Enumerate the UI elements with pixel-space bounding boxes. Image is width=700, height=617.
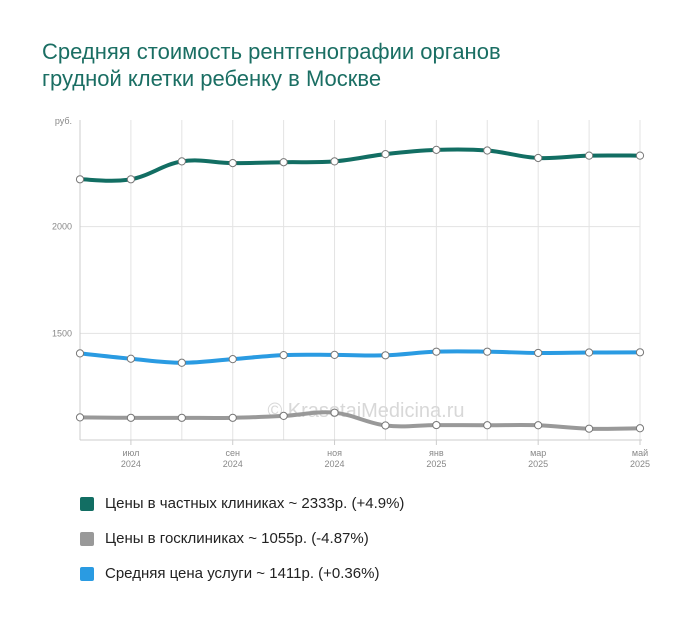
data-point-average[interactable] bbox=[228, 355, 237, 364]
x-tick-month: ноя bbox=[327, 448, 342, 458]
data-point-private[interactable] bbox=[483, 146, 492, 155]
data-point-average[interactable] bbox=[381, 351, 390, 360]
data-point-private[interactable] bbox=[177, 157, 186, 166]
grid bbox=[79, 120, 641, 440]
data-point-private[interactable] bbox=[279, 158, 288, 167]
data-point-private[interactable] bbox=[381, 150, 390, 159]
series-line-private bbox=[78, 147, 642, 183]
axes: руб. 20001500июл2024сен2024ноя2024янв202… bbox=[52, 116, 650, 469]
data-point-average[interactable] bbox=[75, 349, 85, 358]
y-unit-label: руб. bbox=[55, 116, 72, 126]
data-point-average[interactable] bbox=[330, 350, 339, 359]
legend-item-average[interactable]: Средняя цена услуги ~ 1411р. (+0.36%) bbox=[80, 556, 404, 591]
legend-swatch-private bbox=[80, 496, 94, 511]
chart-title-line-1: Средняя стоимость рентгенографии органов bbox=[42, 39, 501, 64]
x-tick-year: 2024 bbox=[223, 459, 243, 469]
data-point-average[interactable] bbox=[126, 354, 136, 363]
y-tick-label: 2000 bbox=[52, 222, 72, 232]
legend-swatch-average bbox=[80, 566, 94, 581]
chart-title-line-2: грудной клетки ребенку в Москве bbox=[42, 66, 382, 91]
data-point-private[interactable] bbox=[635, 151, 645, 160]
x-tick-year: 2025 bbox=[630, 459, 650, 469]
watermark: © KrasotaiMedicina.ru bbox=[267, 400, 464, 422]
data-point-private[interactable] bbox=[534, 153, 543, 163]
data-point-public[interactable] bbox=[584, 424, 594, 433]
legend-swatch-public bbox=[80, 531, 94, 546]
series-line-public bbox=[78, 410, 642, 431]
data-point-average[interactable] bbox=[483, 347, 492, 356]
data-point-public[interactable] bbox=[228, 413, 237, 422]
data-point-public[interactable] bbox=[635, 424, 645, 433]
legend-label-private: Цены в частных клиниках ~ 2333р. (+4.9%) bbox=[105, 495, 405, 512]
data-point-average[interactable] bbox=[177, 358, 186, 367]
data-point-public[interactable] bbox=[75, 413, 85, 422]
data-point-public[interactable] bbox=[432, 420, 441, 430]
data-point-private[interactable] bbox=[330, 157, 339, 166]
x-tick-month: май bbox=[632, 448, 648, 458]
data-point-private[interactable] bbox=[126, 175, 136, 184]
data-point-public[interactable] bbox=[177, 413, 186, 422]
series-line-average bbox=[78, 349, 642, 365]
y-tick-label: 1500 bbox=[52, 328, 72, 338]
data-point-public[interactable] bbox=[279, 411, 288, 420]
data-point-private[interactable] bbox=[75, 175, 85, 184]
data-point-public[interactable] bbox=[483, 421, 492, 430]
legend-label-public: Цены в госклиниках ~ 1055р. (-4.87%) bbox=[105, 530, 369, 547]
x-tick-year: 2025 bbox=[426, 459, 446, 469]
data-point-public[interactable] bbox=[126, 413, 136, 422]
data-point-average[interactable] bbox=[279, 350, 288, 360]
x-tick-year: 2025 bbox=[528, 459, 548, 469]
data-point-average[interactable] bbox=[584, 348, 594, 357]
data-point-average[interactable] bbox=[635, 348, 645, 357]
data-point-public[interactable] bbox=[381, 421, 390, 430]
data-point-public[interactable] bbox=[330, 408, 339, 417]
legend-item-public[interactable]: Цены в госклиниках ~ 1055р. (-4.87%) bbox=[80, 521, 404, 556]
data-point-private[interactable] bbox=[228, 158, 237, 168]
x-tick-year: 2024 bbox=[121, 459, 141, 469]
legend-label-average: Средняя цена услуги ~ 1411р. (+0.36%) bbox=[105, 565, 380, 582]
data-point-private[interactable] bbox=[584, 151, 594, 160]
data-points bbox=[75, 145, 645, 433]
x-tick-month: сен bbox=[225, 448, 240, 458]
x-tick-month: янв bbox=[429, 448, 444, 458]
x-tick-year: 2024 bbox=[325, 459, 345, 469]
data-point-average[interactable] bbox=[432, 347, 441, 356]
series bbox=[78, 147, 642, 431]
data-point-private[interactable] bbox=[432, 145, 441, 154]
x-tick-month: мар bbox=[530, 448, 546, 458]
data-point-public[interactable] bbox=[534, 421, 543, 430]
chart-title: Средняя стоимость рентгенографии органов… bbox=[42, 38, 662, 92]
legend-item-private[interactable]: Цены в частных клиниках ~ 2333р. (+4.9%) bbox=[80, 486, 404, 521]
data-point-average[interactable] bbox=[534, 348, 543, 358]
x-tick-month: июл bbox=[122, 448, 139, 458]
legend: Цены в частных клиниках ~ 2333р. (+4.9%)… bbox=[80, 486, 404, 591]
